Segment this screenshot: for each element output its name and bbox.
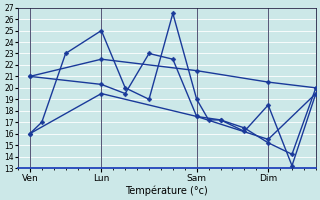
X-axis label: Température (°c): Température (°c) — [125, 185, 208, 196]
